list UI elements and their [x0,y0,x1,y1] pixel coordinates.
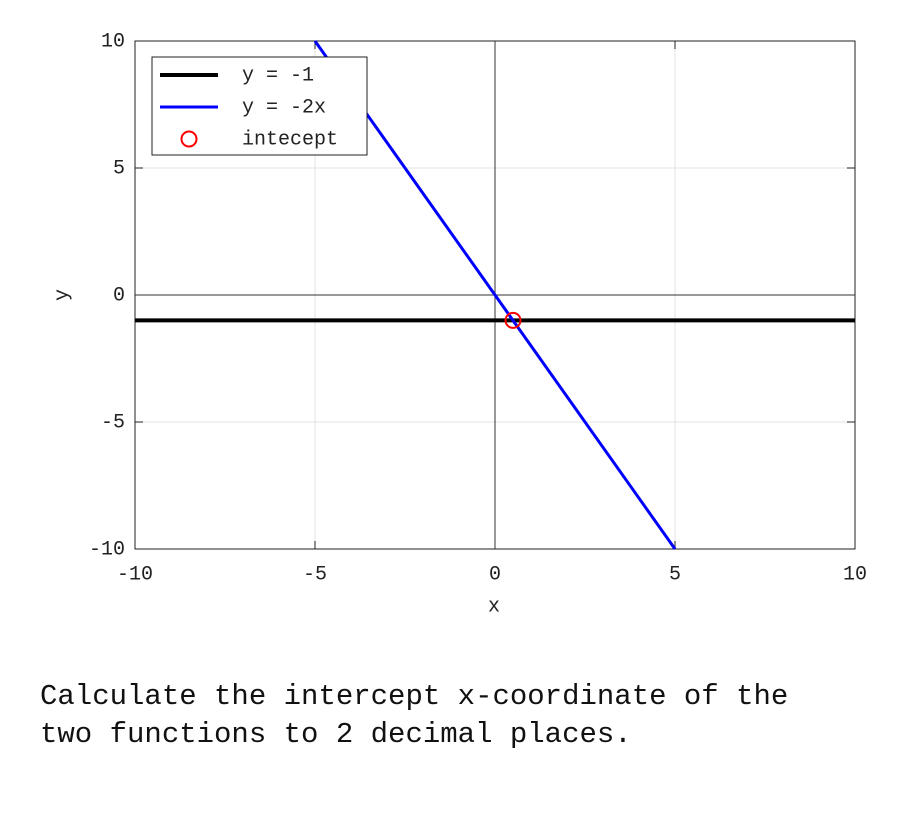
y-axis-label: y [51,289,74,301]
question: Calculate the intercept x-coordinate of … [40,680,789,751]
plot-frame [134,40,856,550]
x-tick-label: 0 [489,563,501,586]
x-axis-label: x [488,595,500,618]
legend-label: y = -2x [242,96,326,119]
legend-label: y = -1 [242,64,314,87]
legend-label: intecept [242,128,338,151]
marker [504,311,522,329]
x-tick-label: -10 [117,563,153,586]
chart: x y -10 -5 0 5 10 -10 -5 0 5 10 y = -1 y = -2x intec… [51,30,867,618]
y-tick-label: 5 [113,157,125,180]
y-tick-label: 0 [113,284,125,307]
y-tick-label: -5 [101,411,125,434]
x-tick-label: 5 [669,563,681,586]
x-tick-label: 10 [843,563,867,586]
y-tick-label: 10 [101,30,125,53]
x-tick-label: -5 [303,563,327,586]
y-tick-label: -10 [89,538,125,561]
legend-marker [180,130,198,148]
line [313,40,677,550]
